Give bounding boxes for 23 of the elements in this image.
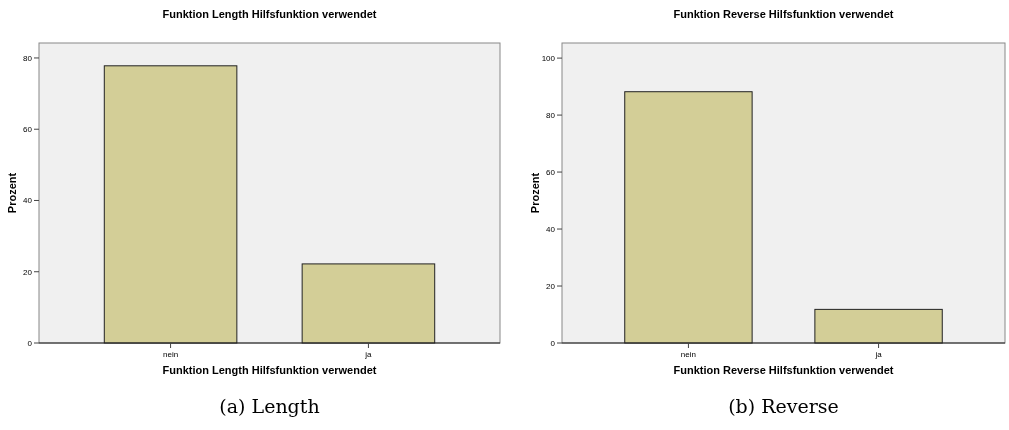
- y-tick-label: 100: [541, 53, 556, 63]
- chart-title: Funktion Length Hilfsfunktion verwendet: [162, 8, 377, 20]
- y-axis-title: Prozent: [6, 172, 18, 214]
- x-tick-label: nein: [680, 350, 696, 359]
- y-tick-label: 20: [23, 267, 33, 277]
- y-tick-label: 60: [23, 125, 33, 135]
- x-axis-title: Funktion Reverse Hilfsfunktion verwendet: [673, 364, 894, 376]
- y-tick-label: 60: [546, 167, 556, 177]
- text: (b) Reverse: [728, 395, 839, 417]
- y-tick-label: 80: [546, 110, 556, 120]
- y-axis-title: Prozent: [529, 172, 541, 214]
- x-tick-label: ja: [364, 350, 373, 359]
- x-axis-title: Funktion Length Hilfsfunktion verwendet: [162, 364, 377, 376]
- x-tick-label: ja: [874, 350, 883, 359]
- x-tick-label: nein: [163, 350, 179, 359]
- y-tick-label: 40: [546, 224, 556, 234]
- y-tick-label: 20: [546, 281, 556, 291]
- chart-title: Funktion Reverse Hilfsfunktion verwendet: [673, 8, 894, 20]
- text: (a) Length: [219, 395, 320, 417]
- y-tick-label: 40: [23, 196, 33, 206]
- y-tick-label: 0: [550, 338, 556, 348]
- y-tick-label: 0: [27, 338, 33, 348]
- y-tick-label: 80: [23, 53, 33, 63]
